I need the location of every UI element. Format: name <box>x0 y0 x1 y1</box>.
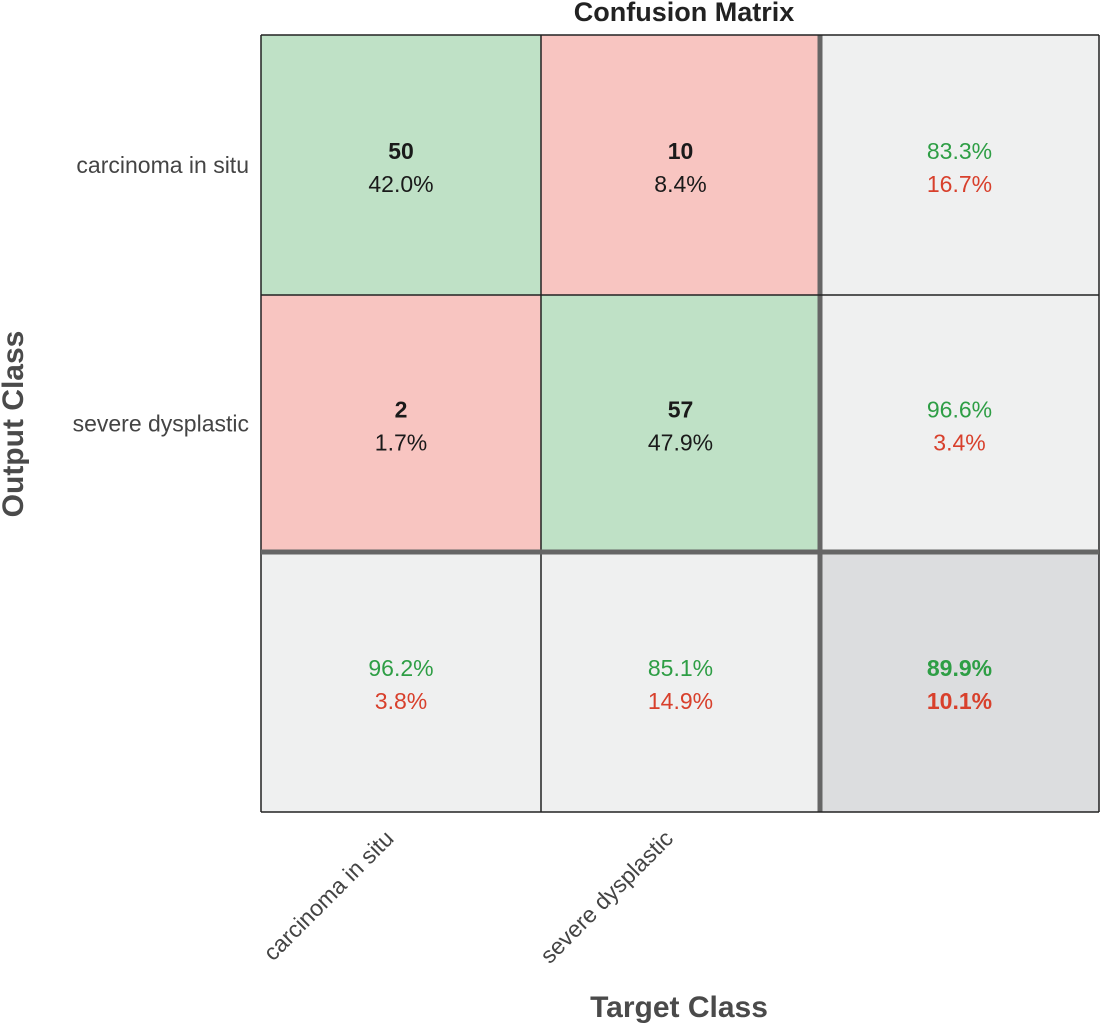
x-tick-label-0: carcinoma in situ <box>258 825 398 965</box>
row-summary-0-correct-percent: 83.3% <box>927 138 992 164</box>
y-tick-label-1: severe dysplastic <box>73 411 249 437</box>
overall-incorrect-percent: 10.1% <box>927 688 992 714</box>
matrix-cell-r1-c1 <box>541 295 820 552</box>
y-tick-label-0: carcinoma in situ <box>76 152 249 178</box>
y-axis-label: Output Class <box>0 331 30 518</box>
column-summary-cell-1 <box>541 552 820 812</box>
column-summary-1-incorrect-percent: 14.9% <box>648 688 713 714</box>
cell-percent-r0-c1: 8.4% <box>654 171 706 197</box>
cell-text-layer: 50 42.0% 10 8.4% 83.3% 16.7% 2 1.7% 57 47.9% 96.6%… <box>368 138 992 714</box>
cell-percent-r1-c0: 1.7% <box>375 430 427 456</box>
row-summary-cell-0 <box>820 35 1099 295</box>
grid-lines-layer <box>260 34 1100 813</box>
row-summary-cell-1 <box>820 295 1099 552</box>
cell-count-r0-c1: 10 <box>668 138 694 164</box>
cells-layer <box>261 35 1099 812</box>
cell-percent-r0-c0: 42.0% <box>368 171 433 197</box>
overall-accuracy-cell <box>820 552 1099 812</box>
overall-correct-percent: 89.9% <box>927 655 992 681</box>
row-summary-1-incorrect-percent: 3.4% <box>933 430 985 456</box>
chart-title: Confusion Matrix <box>574 0 795 27</box>
cell-count-r0-c0: 50 <box>388 138 414 164</box>
cell-count-r1-c0: 2 <box>395 397 408 423</box>
matrix-cell-r1-c0 <box>261 295 541 552</box>
column-summary-0-correct-percent: 96.2% <box>368 655 433 681</box>
column-summary-cell-0 <box>261 552 541 812</box>
row-summary-1-correct-percent: 96.6% <box>927 397 992 423</box>
column-summary-1-correct-percent: 85.1% <box>648 655 713 681</box>
cell-percent-r1-c1: 47.9% <box>648 430 713 456</box>
x-tick-label-1: severe dysplastic <box>535 825 678 968</box>
matrix-cell-r0-c1 <box>541 35 820 295</box>
column-summary-0-incorrect-percent: 3.8% <box>375 688 427 714</box>
cell-count-r1-c1: 57 <box>668 397 694 423</box>
row-summary-0-incorrect-percent: 16.7% <box>927 171 992 197</box>
matrix-cell-r0-c0 <box>261 35 541 295</box>
x-axis-label: Target Class <box>590 991 768 1024</box>
